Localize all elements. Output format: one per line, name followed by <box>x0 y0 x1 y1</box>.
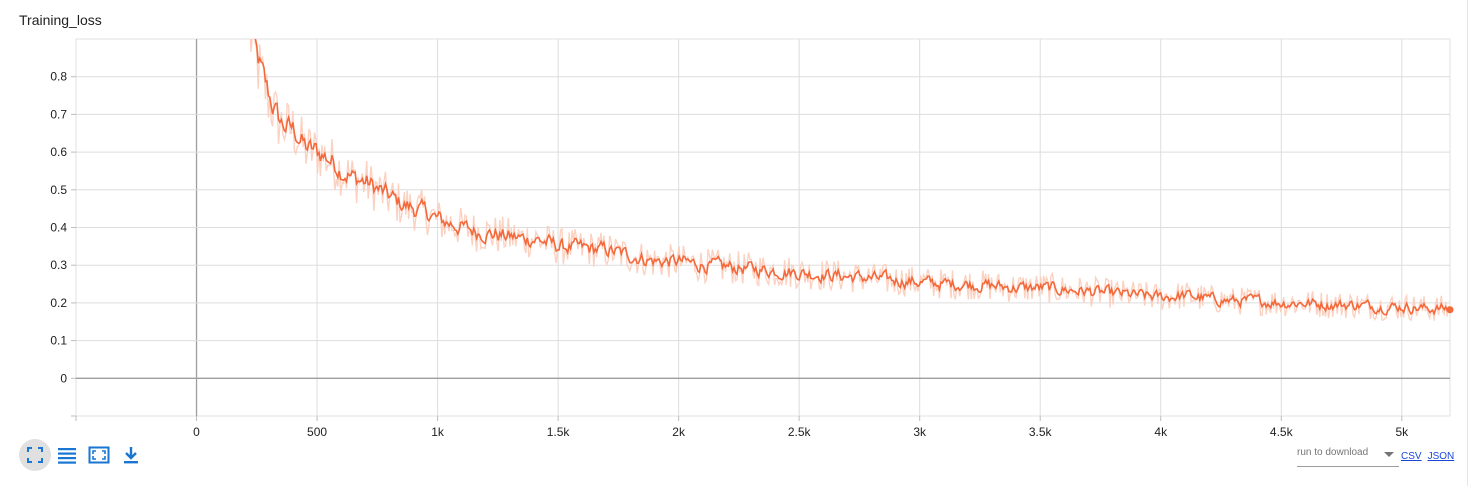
chevron-down-icon <box>1384 452 1394 457</box>
download-panel: run to download CSV JSON <box>1297 446 1454 467</box>
x-tick-labels: 0 500 1k 1.5k 2k 2.5k 3k 3.5k 4k 4.5k 5k <box>193 425 1409 439</box>
y-tick-label: 0.7 <box>50 107 67 121</box>
download-chart-button[interactable] <box>115 439 147 471</box>
chart-title: Training_loss <box>19 12 102 28</box>
x-tick-label: 0 <box>193 425 200 439</box>
x-tick-label: 4k <box>1154 425 1168 439</box>
x-tick-label: 2k <box>672 425 686 439</box>
last-point-marker <box>1446 306 1454 314</box>
y-tick-label: 0.8 <box>50 70 67 84</box>
x-tick-label: 4.5k <box>1270 425 1294 439</box>
y-tick-label: 0.1 <box>50 334 67 348</box>
chart-toolbar <box>19 438 147 472</box>
x-tick-label: 500 <box>307 425 327 439</box>
y-tick-label: 0.6 <box>50 145 67 159</box>
fit-data-icon <box>88 446 110 464</box>
fit-domain-icon <box>27 447 43 463</box>
x-tick-label: 5k <box>1395 425 1409 439</box>
json-download-link[interactable]: JSON <box>1427 451 1455 462</box>
y-tick-label: 0.3 <box>50 258 67 272</box>
x-tick-label: 1.5k <box>547 425 571 439</box>
y-tick-label: 0 <box>60 371 67 385</box>
y-tick-labels: 0 0.1 0.2 0.3 0.4 0.5 0.6 0.7 0.8 <box>50 70 67 386</box>
run-to-download-select[interactable]: run to download <box>1297 446 1399 467</box>
smoothed-series-line <box>254 39 1454 316</box>
page-scrollbar[interactable] <box>1467 0 1477 486</box>
x-tick-label: 3k <box>913 425 927 439</box>
x-tick-label: 3.5k <box>1029 425 1053 439</box>
download-icon <box>124 447 138 464</box>
x-tick-label: 2.5k <box>788 425 812 439</box>
fit-domain-button[interactable] <box>19 439 51 471</box>
chart-grid <box>75 38 1451 417</box>
training-loss-chart: 0 500 1k 1.5k 2k 2.5k 3k 3.5k 4k 4.5k 5k 0 0.1 0.2 0.… <box>50 38 1454 439</box>
smoothed-loss-line <box>254 39 1450 316</box>
y-tick-label: 0.4 <box>50 221 67 235</box>
toggle-log-scale-button[interactable] <box>51 439 83 471</box>
x-tick-label: 1k <box>431 425 445 439</box>
toggle-log-icon <box>58 448 76 464</box>
y-tick-label: 0.2 <box>50 296 67 310</box>
chart-axes <box>71 76 1403 421</box>
run-select-placeholder: run to download <box>1297 447 1369 458</box>
csv-download-link[interactable]: CSV <box>1401 451 1422 462</box>
fit-data-button[interactable] <box>83 439 115 471</box>
y-tick-label: 0.5 <box>50 183 67 197</box>
